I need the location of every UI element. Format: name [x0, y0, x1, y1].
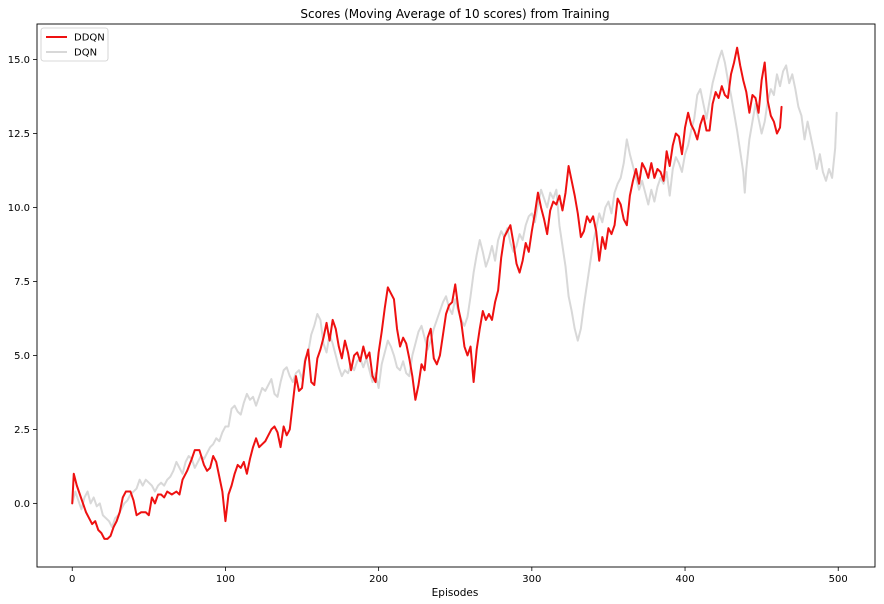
y-tick-label: 12.5 — [8, 129, 30, 140]
y-tick-label: 2.5 — [14, 425, 30, 436]
x-tick-label: 0 — [69, 574, 75, 585]
series-layer — [71, 46, 838, 540]
x-tick-label: 500 — [829, 574, 848, 585]
legend-label-ddqn: DDQN — [74, 33, 105, 44]
y-axis: 0.0 2.5 5.0 7.5 10.0 12.5 15.0 — [8, 55, 37, 510]
series-line-ddqn — [71, 46, 783, 540]
y-tick-label: 7.5 — [14, 277, 30, 288]
x-tick-label: 300 — [522, 574, 541, 585]
y-tick-label: 15.0 — [8, 55, 30, 66]
plot-frame — [36, 23, 876, 568]
y-tick-label: 0.0 — [14, 499, 30, 510]
legend-label-dqn: DQN — [74, 48, 97, 59]
series-line-dqn — [71, 49, 838, 529]
x-tick-label: 400 — [675, 574, 694, 585]
x-axis-label: Episodes — [432, 587, 479, 599]
x-tick-label: 100 — [216, 574, 235, 585]
x-axis: 0 100 200 300 400 500 — [69, 567, 848, 585]
chart-title: Scores (Moving Average of 10 scores) fro… — [300, 7, 609, 21]
legend: DDQN DQN — [40, 27, 109, 62]
y-tick-label: 5.0 — [14, 351, 30, 362]
y-tick-label: 10.0 — [8, 203, 30, 214]
x-tick-label: 200 — [369, 574, 388, 585]
